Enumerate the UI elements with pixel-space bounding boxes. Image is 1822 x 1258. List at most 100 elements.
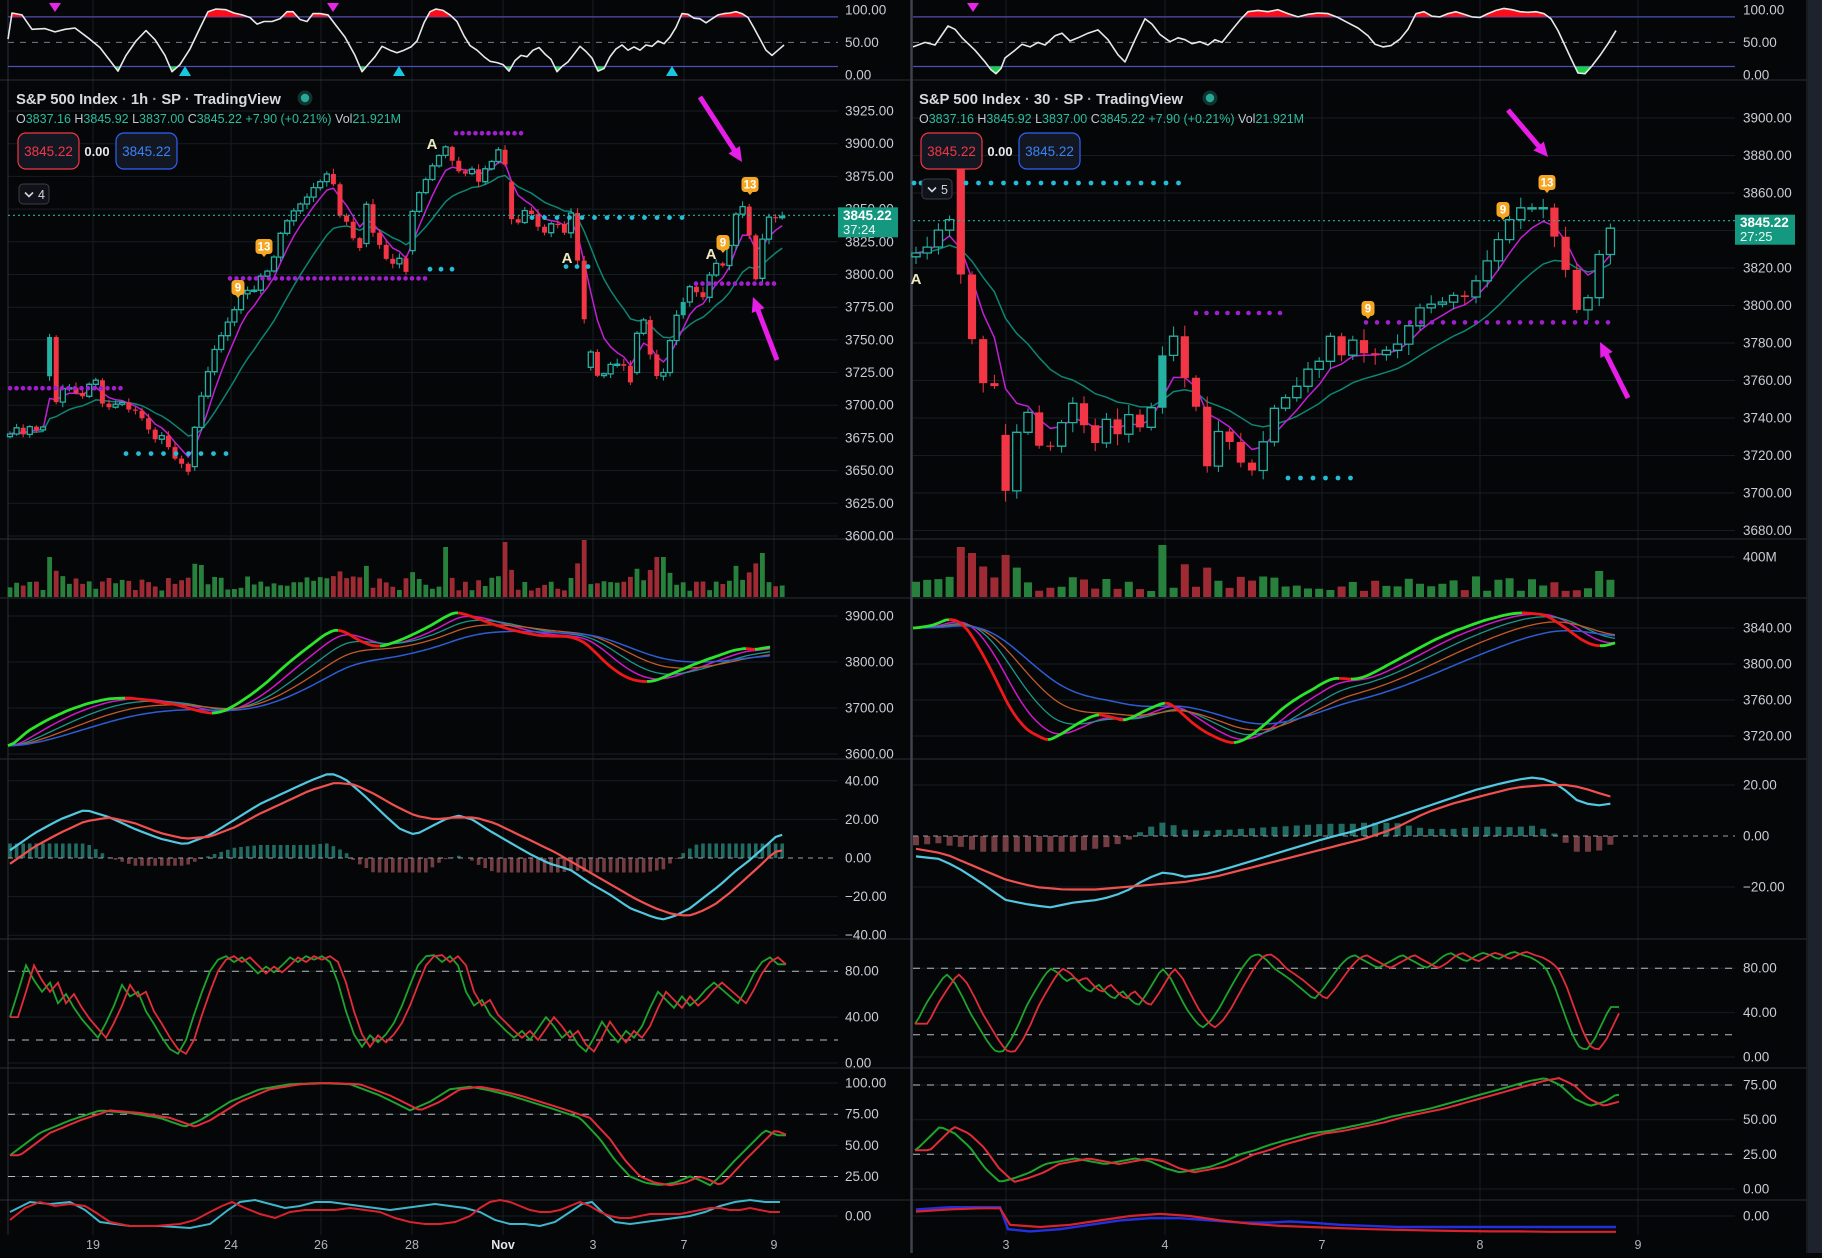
svg-text:3845.22: 3845.22 (1025, 144, 1074, 159)
svg-text:0.00: 0.00 (1743, 1050, 1769, 1065)
svg-text:3845.22: 3845.22 (122, 144, 171, 159)
svg-text:8: 8 (1477, 1238, 1484, 1252)
svg-text:75.00: 75.00 (845, 1107, 879, 1122)
svg-text:3820.00: 3820.00 (1743, 261, 1792, 276)
svg-text:9: 9 (235, 283, 241, 295)
svg-text:S&P 500 Index · 30 · SP · Tra: S&P 500 Index · 30 · SP · TradingView (919, 92, 1184, 108)
svg-text:0.00: 0.00 (1743, 1182, 1769, 1197)
svg-text:3775.00: 3775.00 (845, 300, 894, 315)
svg-text:0.00: 0.00 (845, 851, 871, 866)
svg-text:3760.00: 3760.00 (1743, 373, 1792, 388)
svg-text:3675.00: 3675.00 (845, 430, 894, 445)
svg-text:50.00: 50.00 (1743, 35, 1777, 50)
svg-text:9: 9 (771, 1238, 778, 1252)
svg-text:9: 9 (720, 238, 726, 250)
svg-text:3625.00: 3625.00 (845, 496, 894, 511)
svg-text:0.00: 0.00 (1743, 1209, 1769, 1224)
svg-text:A: A (706, 246, 717, 263)
svg-text:50.00: 50.00 (1743, 1112, 1777, 1127)
svg-text:0.00: 0.00 (845, 1209, 871, 1224)
svg-text:37:24: 37:24 (843, 222, 876, 237)
svg-text:50.00: 50.00 (845, 35, 879, 50)
svg-text:3800.00: 3800.00 (845, 267, 894, 282)
svg-text:20.00: 20.00 (845, 812, 879, 827)
svg-text:O3837.16 H3845.92 L3837.00: O3837.16 H3845.92 L3837.00 C3845.22 +7.9… (919, 112, 1304, 126)
svg-text:3800.00: 3800.00 (845, 655, 894, 670)
svg-text:3845.22: 3845.22 (927, 144, 976, 159)
svg-text:13: 13 (744, 180, 757, 192)
svg-text:19: 19 (86, 1238, 100, 1252)
svg-text:3740.00: 3740.00 (1743, 411, 1792, 426)
svg-text:3600.00: 3600.00 (845, 529, 894, 544)
svg-text:3700.00: 3700.00 (845, 398, 894, 413)
svg-text:80.00: 80.00 (1743, 961, 1777, 976)
svg-text:3780.00: 3780.00 (1743, 336, 1792, 351)
svg-text:26: 26 (314, 1238, 328, 1252)
svg-text:5: 5 (941, 183, 948, 197)
svg-text:3825.00: 3825.00 (845, 234, 894, 249)
svg-text:50.00: 50.00 (845, 1138, 879, 1153)
svg-text:Nov: Nov (491, 1238, 515, 1252)
svg-text:3700.00: 3700.00 (1743, 486, 1792, 501)
svg-text:0.00: 0.00 (987, 144, 1012, 159)
svg-text:0.00: 0.00 (1743, 829, 1769, 844)
svg-text:13: 13 (1541, 178, 1554, 190)
svg-text:3650.00: 3650.00 (845, 463, 894, 478)
svg-text:3845.22: 3845.22 (843, 208, 892, 223)
svg-text:−20.00: −20.00 (845, 889, 887, 904)
svg-text:40.00: 40.00 (845, 773, 879, 788)
svg-text:3880.00: 3880.00 (1743, 148, 1792, 163)
svg-text:100.00: 100.00 (845, 3, 886, 18)
svg-text:−40.00: −40.00 (845, 928, 887, 943)
svg-text:13: 13 (258, 242, 271, 254)
svg-text:7: 7 (681, 1238, 688, 1252)
svg-text:3680.00: 3680.00 (1743, 523, 1792, 538)
svg-text:0.00: 0.00 (845, 1056, 871, 1071)
svg-text:4: 4 (1162, 1238, 1169, 1252)
svg-text:3875.00: 3875.00 (845, 169, 894, 184)
svg-text:4: 4 (38, 188, 45, 202)
svg-text:100.00: 100.00 (845, 1076, 886, 1091)
svg-text:3925.00: 3925.00 (845, 104, 894, 119)
svg-text:O3837.16 H3845.92 L3837.00: O3837.16 H3845.92 L3837.00 C3845.22 +7.9… (16, 112, 401, 126)
svg-text:3750.00: 3750.00 (845, 332, 894, 347)
svg-text:A: A (562, 250, 573, 267)
svg-text:25.00: 25.00 (1743, 1147, 1777, 1162)
svg-text:3860.00: 3860.00 (1743, 186, 1792, 201)
svg-text:3760.00: 3760.00 (1743, 693, 1792, 708)
svg-text:75.00: 75.00 (1743, 1078, 1777, 1093)
svg-text:0.00: 0.00 (845, 68, 871, 83)
svg-text:9: 9 (1365, 304, 1371, 316)
svg-text:3845.22: 3845.22 (24, 144, 73, 159)
svg-text:20.00: 20.00 (1743, 778, 1777, 793)
svg-text:400M: 400M (1743, 550, 1777, 565)
svg-text:3800.00: 3800.00 (1743, 657, 1792, 672)
svg-text:28: 28 (405, 1238, 419, 1252)
svg-text:3: 3 (1003, 1238, 1010, 1252)
svg-text:40.00: 40.00 (1743, 1005, 1777, 1020)
svg-text:100.00: 100.00 (1743, 3, 1784, 18)
svg-text:25.00: 25.00 (845, 1169, 879, 1184)
svg-text:3725.00: 3725.00 (845, 365, 894, 380)
svg-text:80.00: 80.00 (845, 964, 879, 979)
svg-text:9: 9 (1500, 205, 1506, 217)
svg-text:3: 3 (590, 1238, 597, 1252)
svg-text:3720.00: 3720.00 (1743, 729, 1792, 744)
svg-text:3700.00: 3700.00 (845, 701, 894, 716)
svg-text:3900.00: 3900.00 (845, 136, 894, 151)
svg-text:3720.00: 3720.00 (1743, 448, 1792, 463)
svg-text:A: A (911, 271, 922, 288)
svg-text:0.00: 0.00 (84, 144, 109, 159)
svg-text:3900.00: 3900.00 (1743, 111, 1792, 126)
svg-text:27:25: 27:25 (1740, 229, 1773, 244)
svg-text:A: A (427, 136, 438, 153)
svg-text:3600.00: 3600.00 (845, 747, 894, 762)
svg-text:−20.00: −20.00 (1743, 880, 1785, 895)
svg-text:3840.00: 3840.00 (1743, 621, 1792, 636)
svg-text:40.00: 40.00 (845, 1010, 879, 1025)
svg-text:0.00: 0.00 (1743, 68, 1769, 83)
svg-text:24: 24 (224, 1238, 238, 1252)
svg-text:3845.22: 3845.22 (1740, 215, 1789, 230)
svg-text:3900.00: 3900.00 (845, 609, 894, 624)
svg-text:9: 9 (1635, 1238, 1642, 1252)
